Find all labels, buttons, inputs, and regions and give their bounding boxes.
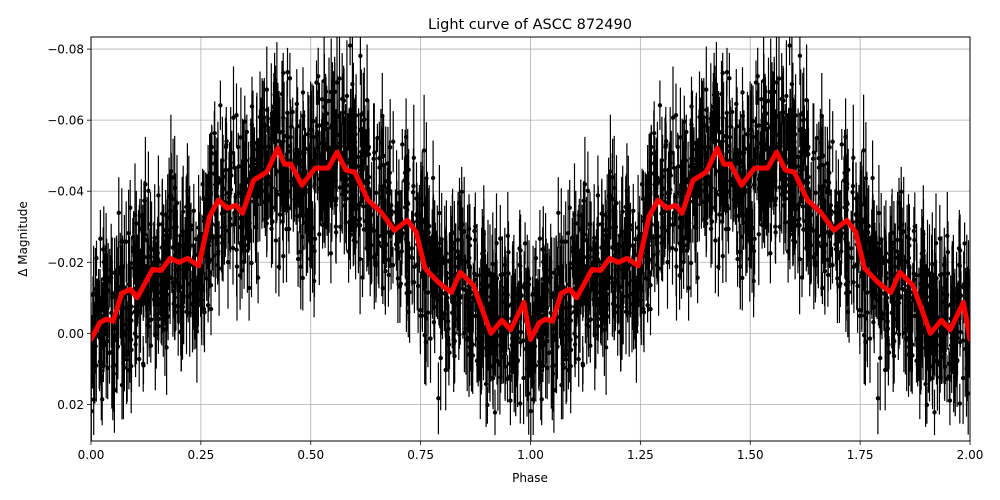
y-tick-label: −0.06 xyxy=(47,114,84,128)
x-tick-label: 0.00 xyxy=(78,448,105,462)
x-axis-label: Phase xyxy=(512,471,548,485)
x-tick-label: 0.75 xyxy=(407,448,434,462)
y-axis-label: Δ Magnitude xyxy=(16,201,30,277)
y-tick-label: 0.02 xyxy=(57,398,84,412)
x-tick-label: 1.75 xyxy=(847,448,874,462)
y-tick-label: −0.08 xyxy=(47,43,84,57)
model-curve xyxy=(91,145,970,342)
x-tick-label: 0.25 xyxy=(188,448,215,462)
x-tick-label: 1.25 xyxy=(627,448,654,462)
x-tick-label: 1.50 xyxy=(737,448,764,462)
chart-title: Light curve of ASCC 872490 xyxy=(428,17,632,33)
y-tick-label: 0.00 xyxy=(57,327,84,341)
y-tick-label: −0.04 xyxy=(47,185,84,199)
x-tick-label: 0.50 xyxy=(297,448,324,462)
y-axis-ticks: −0.08 −0.06 −0.04 −0.02 0.00 0.02 xyxy=(47,43,91,412)
x-axis-ticks: 0.00 0.25 0.50 0.75 1.00 1.25 1.50 1.75 2.00 xyxy=(78,441,984,462)
x-tick-label: 1.00 xyxy=(517,448,544,462)
x-tick-label: 2.00 xyxy=(957,448,984,462)
y-tick-label: −0.02 xyxy=(47,256,84,270)
